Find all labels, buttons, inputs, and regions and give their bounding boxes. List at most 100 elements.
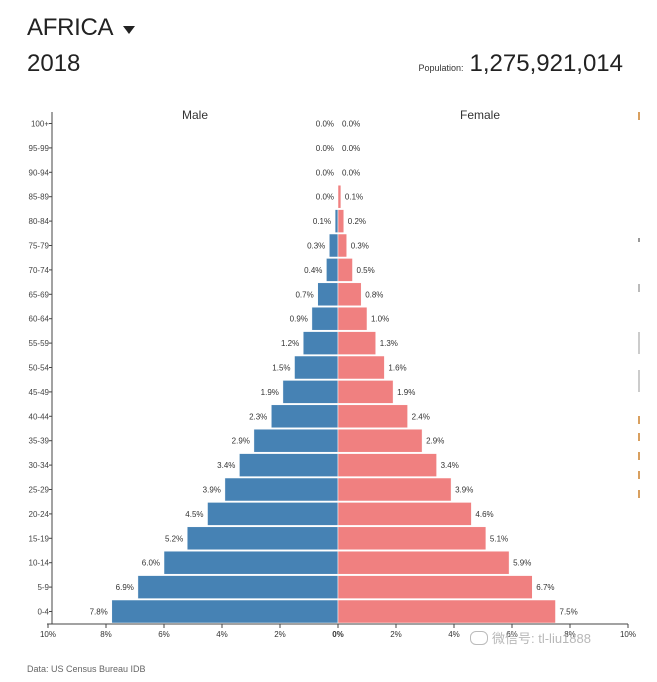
male-bar (329, 233, 339, 258)
wechat-icon (470, 630, 488, 645)
male-value-label: 0.0% (316, 193, 334, 202)
female-bar (337, 355, 385, 380)
female-bar (337, 209, 345, 233)
population-display: Population: 1,275,921,014 (418, 50, 623, 78)
male-bar (302, 331, 339, 355)
age-tick-label: 15-19 (29, 534, 50, 543)
region-selector[interactable]: AFRICA (27, 14, 136, 42)
female-value-label: 5.1% (490, 534, 508, 543)
male-bar (282, 380, 339, 404)
female-bar (337, 453, 437, 477)
age-tick-label: 90-94 (29, 168, 50, 177)
male-bar (334, 209, 339, 233)
x-tick-label: 4% (216, 630, 228, 639)
female-value-label: 2.4% (412, 412, 430, 421)
x-tick-label: 8% (564, 630, 576, 639)
female-value-label: 0.8% (365, 290, 383, 299)
age-tick-label: 70-74 (29, 266, 50, 275)
male-value-label: 1.9% (261, 388, 279, 397)
female-bar (337, 233, 347, 258)
male-value-label: 7.8% (90, 608, 108, 617)
age-tick-label: 40-44 (29, 412, 50, 421)
male-bar (207, 502, 339, 526)
age-tick-label: 85-89 (29, 193, 50, 202)
female-value-label: 2.9% (426, 437, 444, 446)
female-value-label: 0.2% (348, 217, 366, 226)
watermark-text: 微信号: tl-liu1888 (492, 631, 591, 646)
male-value-label: 0.0% (316, 144, 334, 153)
male-value-label: 5.2% (165, 534, 183, 543)
caret-down-icon[interactable] (123, 26, 136, 34)
age-tick-label: 75-79 (29, 242, 50, 251)
female-value-label: 1.0% (371, 315, 389, 324)
female-value-label: 3.4% (441, 461, 459, 470)
male-bar (163, 550, 339, 575)
population-value: 1,275,921,014 (469, 50, 623, 77)
female-bar (337, 599, 556, 624)
male-value-label: 0.1% (313, 217, 331, 226)
age-tick-label: 10-14 (29, 559, 50, 568)
female-bar (337, 428, 423, 453)
male-value-label: 0.4% (304, 266, 322, 275)
male-bar (326, 258, 339, 282)
age-tick-label: 50-54 (29, 364, 50, 373)
age-tick-label: 30-34 (29, 461, 50, 470)
female-value-label: 0.0% (342, 144, 360, 153)
age-tick-label: 95-99 (29, 144, 50, 153)
x-tick-label: 2% (390, 630, 402, 639)
population-pyramid-chart: Male Female 100+ 0.0% 0.0% 95-99 0.0% 0.0% 90-94… (29, 108, 636, 639)
series-label-male: Male (182, 108, 208, 122)
male-value-label: 1.5% (272, 364, 290, 373)
female-bar (337, 380, 394, 404)
female-bar (337, 550, 510, 575)
male-value-label: 6.0% (142, 559, 160, 568)
female-value-label: 3.9% (455, 486, 473, 495)
female-value-label: 5.9% (513, 559, 531, 568)
female-value-label: 0.5% (357, 266, 375, 275)
male-value-label: 0.9% (290, 315, 308, 324)
female-bar (337, 282, 362, 307)
male-value-label: 4.5% (185, 510, 203, 519)
age-tick-label: 25-29 (29, 486, 50, 495)
female-bar (337, 575, 533, 599)
male-bar (137, 575, 339, 599)
female-value-label: 6.7% (536, 583, 554, 592)
female-bar (337, 258, 353, 282)
x-tick-label: 8% (100, 630, 112, 639)
age-tick-label: 5-9 (37, 583, 49, 592)
male-bar (224, 477, 339, 502)
male-bar (239, 453, 339, 477)
year-label: 2018 (27, 50, 81, 77)
female-bar (337, 331, 376, 355)
female-bar (337, 404, 408, 429)
male-value-label: 2.9% (232, 437, 250, 446)
female-value-label: 1.6% (388, 364, 406, 373)
age-tick-label: 55-59 (29, 339, 50, 348)
female-bar (337, 526, 487, 551)
male-bar (311, 306, 339, 331)
male-bar (186, 526, 339, 551)
female-bar (337, 502, 472, 526)
x-tick-label: 0% (332, 630, 344, 639)
age-tick-label: 35-39 (29, 437, 50, 446)
male-value-label: 0.7% (295, 290, 313, 299)
age-tick-label: 20-24 (29, 510, 50, 519)
female-value-label: 0.1% (345, 193, 363, 202)
x-tick-label: 10% (620, 630, 636, 639)
wechat-watermark: 微信号: tl-liu1888 (470, 628, 591, 647)
age-tick-label: 45-49 (29, 388, 50, 397)
male-value-label: 3.9% (203, 486, 221, 495)
age-tick-label: 0-4 (37, 608, 49, 617)
male-value-label: 1.2% (281, 339, 299, 348)
age-tick-label: 100+ (31, 120, 49, 129)
female-value-label: 4.6% (475, 510, 493, 519)
x-tick-label: 4% (448, 630, 460, 639)
region-name: AFRICA (27, 14, 114, 41)
age-tick-label: 80-84 (29, 217, 50, 226)
male-bar (111, 599, 339, 624)
female-bar (337, 477, 452, 502)
age-tick-label: 65-69 (29, 290, 50, 299)
x-tick-label: 6% (506, 630, 518, 639)
male-bar (271, 404, 339, 429)
female-bar (337, 306, 368, 331)
